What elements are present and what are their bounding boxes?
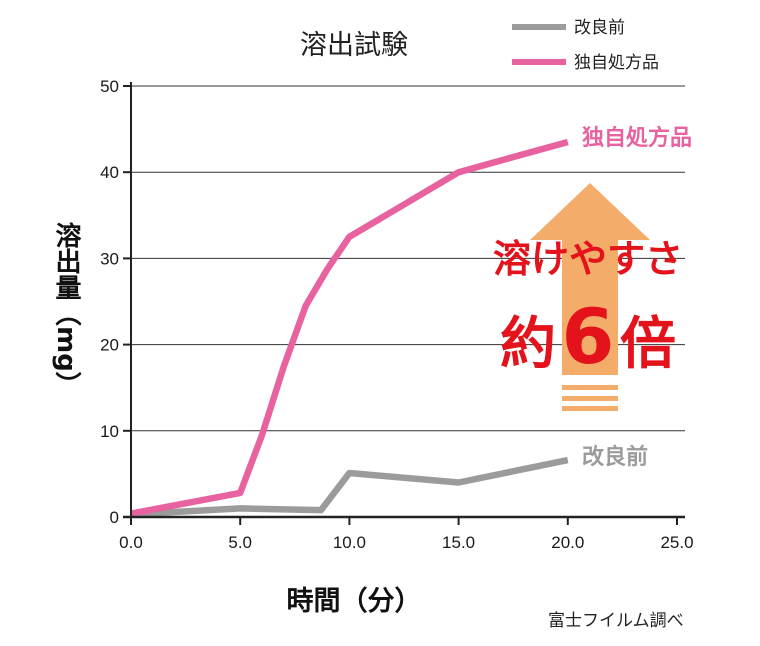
callout-line2: 約 6 倍 [500,292,676,381]
series-line-new [130,138,569,517]
legend-label-before: 改良前 [574,18,625,38]
y-tick-label: 10 [100,422,119,441]
x-tick-label: 15.0 [442,533,475,552]
tick-labels: 0.0 5.0 10.0 15.0 20.0 25.0 0 10 20 30 40 50 [100,77,693,552]
callout-number: 6 [562,292,615,381]
series-lines [130,138,569,518]
legend: 改良前 独自処方品 [512,18,659,73]
x-tick-label: 10.0 [333,533,366,552]
series-label-before: 改良前 [582,444,648,470]
y-tick-label: 50 [100,77,119,96]
y-tick-label: 40 [100,163,119,182]
series-label-new: 独自処方品 [582,125,692,151]
x-tick-label: 25.0 [660,533,693,552]
y-tick-label: 20 [100,336,119,355]
series-line-before [130,456,569,518]
y-axis-label: 溶出量（mg） [51,221,81,398]
axes [123,82,685,525]
y-tick-label: 30 [100,249,119,268]
callout-prefix: 約 [500,312,556,377]
arrow-stripe [562,406,618,411]
arrow-stripe [562,396,618,401]
x-tick-label: 0.0 [119,533,143,552]
callout-suffix: 倍 [620,312,676,377]
arrow-stripe [562,385,618,390]
callout-line1: 溶けやすさ [493,237,683,281]
arrow-body [530,183,650,375]
source-note: 富士フイルム調べ [548,611,684,631]
up-arrow-icon [530,183,650,411]
x-tick-label: 5.0 [228,533,252,552]
x-axis-label: 時間（分） [287,586,422,617]
x-tick-label: 20.0 [551,533,584,552]
legend-label-new: 独自処方品 [574,53,659,73]
y-tick-label: 0 [110,508,119,527]
chart-title: 溶出試験 [300,30,408,61]
